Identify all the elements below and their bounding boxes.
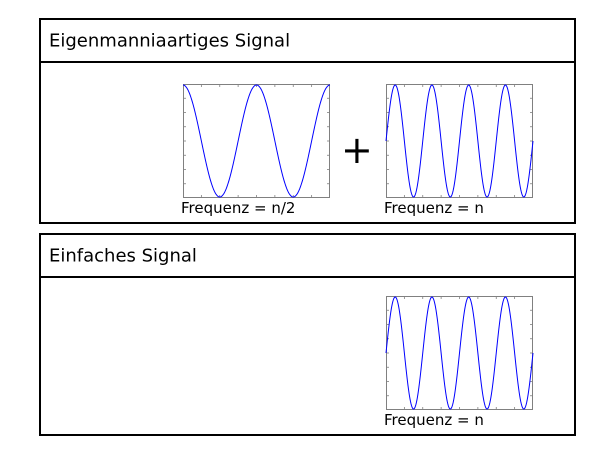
panel-2-plot-1-label: Frequenz = n xyxy=(384,411,484,429)
wave-plot-svg xyxy=(385,296,534,410)
plot-frame xyxy=(183,84,330,198)
panel-1-plot-1 xyxy=(182,84,331,198)
panel-2-title: Einfaches Signal xyxy=(49,245,197,266)
sine-wave xyxy=(182,84,331,198)
panel-1-title-box: Eigenmanniaartiges Signal xyxy=(39,18,576,63)
panel-1-title: Eigenmanniaartiges Signal xyxy=(49,30,291,51)
panel-1-plot-1-label: Frequenz = n/2 xyxy=(181,199,296,217)
panel-1-body xyxy=(39,61,576,224)
plus-operator: + xyxy=(341,128,373,172)
wave-plot-svg xyxy=(182,84,331,198)
panel-2-plot-1 xyxy=(385,296,534,410)
panel-1-plot-2-label: Frequenz = n xyxy=(384,199,484,217)
panel-2-title-box: Einfaches Signal xyxy=(39,233,576,278)
sine-wave xyxy=(385,84,534,198)
wave-plot-svg xyxy=(385,84,534,198)
sine-wave xyxy=(385,296,534,410)
panel-1-plot-2 xyxy=(385,84,534,198)
